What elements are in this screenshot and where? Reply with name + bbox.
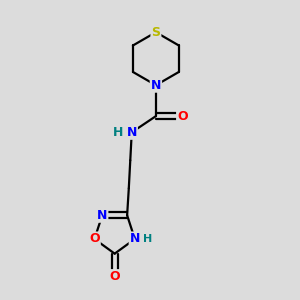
Text: N: N (130, 232, 140, 245)
Text: O: O (110, 270, 120, 283)
Text: O: O (89, 232, 100, 245)
Text: H: H (143, 234, 153, 244)
Text: H: H (113, 126, 124, 139)
Text: N: N (151, 79, 161, 92)
Text: N: N (97, 209, 107, 222)
Text: S: S (152, 26, 160, 39)
Text: O: O (177, 110, 188, 123)
Text: N: N (127, 126, 137, 139)
